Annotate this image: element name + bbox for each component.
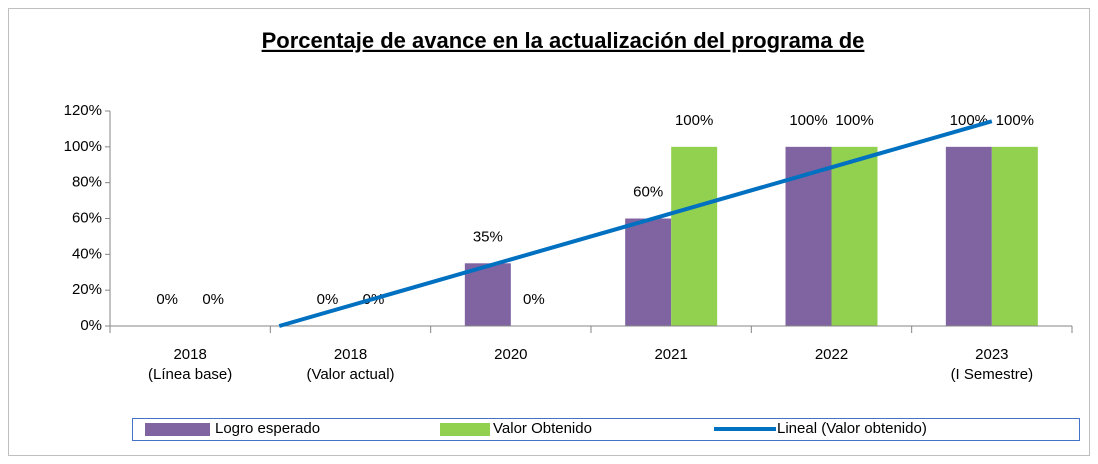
data-label: 0%	[523, 291, 545, 308]
y-tick-label: 60%	[72, 209, 102, 226]
data-label: 100%	[996, 112, 1034, 129]
bar	[464, 263, 511, 326]
data-label: 100%	[675, 112, 713, 129]
y-tick-label: 0%	[80, 317, 102, 334]
x-tick-label: (Línea base)	[148, 366, 232, 383]
data-label: 0%	[202, 291, 224, 308]
x-tick-label: 2018	[173, 346, 206, 363]
data-label: 100%	[789, 112, 827, 129]
y-tick-label: 120%	[64, 102, 102, 119]
chart-title: Porcentaje de avance en la actualización…	[262, 28, 865, 53]
data-label: 0%	[317, 291, 339, 308]
chart-border	[8, 8, 1090, 456]
legend-label: Valor Obtenido	[493, 420, 592, 437]
legend-label: Lineal (Valor obtenido)	[777, 420, 927, 437]
data-label: 100%	[835, 112, 873, 129]
bar	[625, 218, 672, 326]
legend-swatch	[145, 423, 210, 436]
x-tick-label: 2022	[815, 346, 848, 363]
y-tick-label: 40%	[72, 245, 102, 262]
y-tick-label: 80%	[72, 174, 102, 191]
legend-label: Logro esperado	[215, 420, 320, 437]
y-tick-label: 20%	[72, 281, 102, 298]
trendline	[278, 119, 993, 328]
y-tick-label: 100%	[64, 138, 102, 155]
x-tick-label: (Valor actual)	[306, 366, 394, 383]
x-tick-label: (I Semestre)	[951, 366, 1034, 383]
bar	[671, 146, 718, 326]
x-tick-label: 2020	[494, 346, 527, 363]
x-tick-label: 2021	[654, 346, 687, 363]
data-label: 0%	[156, 291, 178, 308]
bar	[945, 146, 992, 326]
legend-box	[132, 418, 1080, 441]
x-tick-label: 2018	[334, 346, 367, 363]
data-label: 60%	[633, 183, 663, 200]
legend-swatch	[440, 423, 490, 436]
data-label: 35%	[473, 228, 503, 245]
bar	[991, 146, 1038, 326]
x-tick-label: 2023	[975, 346, 1008, 363]
bar	[831, 146, 878, 326]
